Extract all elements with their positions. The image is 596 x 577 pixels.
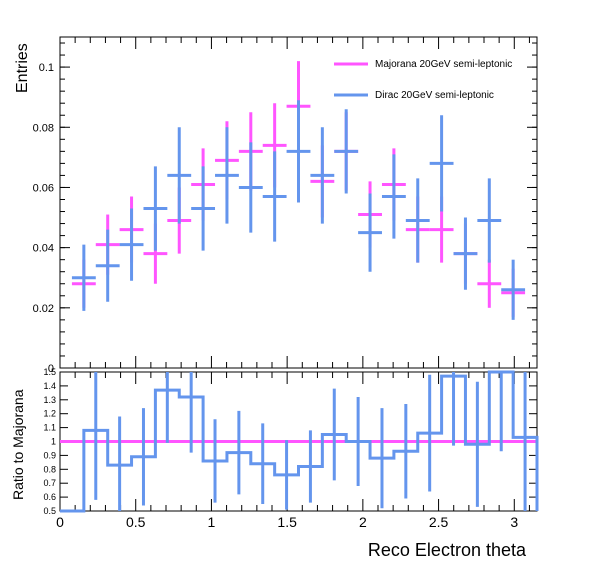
top-y-tick-label: 0.1 bbox=[39, 62, 54, 74]
ratio-x-axis: 0 0.5 1 1.5 2 2.5 3 bbox=[56, 372, 530, 530]
ratio-y-axis-label: Ratio to Majorana bbox=[10, 389, 26, 500]
ratio-y-tick-label: 1.5 bbox=[43, 367, 56, 377]
ratio-panel: 0.50.60.70.80.911.11.21.31.41.5 0 0.5 1 1.5… bbox=[10, 367, 539, 560]
ratio-y-tick-label: 0.7 bbox=[43, 478, 56, 488]
ratio-y-tick-label: 0.8 bbox=[43, 464, 56, 474]
top-panel: 0 0.02 0.04 0.06 0.08 0.1 Entries Majorana 20… bbox=[14, 36, 538, 375]
ratio-y-tick-label: 1.1 bbox=[43, 423, 56, 433]
ratio-y-tick-label: 1.2 bbox=[43, 409, 56, 419]
top-x-ticks bbox=[59, 37, 530, 368]
x-tick-label: 0.5 bbox=[126, 514, 146, 530]
ratio-y-tick-label: 1 bbox=[51, 437, 56, 447]
legend-label: Majorana 20GeV semi-leptonic bbox=[375, 59, 512, 70]
top-y-axis: 0 0.02 0.04 0.06 0.08 0.1 bbox=[33, 42, 537, 375]
top-y-tick-label: 0.02 bbox=[33, 303, 54, 315]
x-tick-label: 2 bbox=[359, 514, 367, 530]
x-tick-label: 1 bbox=[208, 514, 216, 530]
x-tick-label: 1.5 bbox=[277, 514, 297, 530]
ratio-series-layer bbox=[60, 370, 539, 513]
top-series-layer bbox=[71, 61, 526, 320]
ratio-y-tick-label: 1.3 bbox=[43, 395, 56, 405]
ratio-series bbox=[60, 370, 539, 513]
ratio-y-tick-label: 1.4 bbox=[43, 381, 56, 391]
x-tick-label: 3 bbox=[510, 514, 518, 530]
top-plot-frame bbox=[59, 36, 538, 369]
x-axis-label: Reco Electron theta bbox=[368, 540, 527, 560]
top-y-tick-label: 0.04 bbox=[33, 243, 54, 255]
top-y-tick-label: 0 bbox=[48, 363, 54, 375]
ratio-y-tick-label: 0.6 bbox=[43, 492, 56, 502]
dirac-series bbox=[71, 100, 526, 320]
ratio-step-line bbox=[60, 370, 539, 513]
top-y-tick-label: 0.08 bbox=[33, 122, 54, 134]
ratio-y-tick-label: 0.5 bbox=[43, 506, 56, 516]
ratio-y-tick-label: 0.9 bbox=[43, 450, 56, 460]
legend-label: Dirac 20GeV semi-leptonic bbox=[375, 90, 494, 101]
x-tick-label: 2.5 bbox=[429, 514, 449, 530]
top-y-tick-label: 0.06 bbox=[33, 182, 54, 194]
legend: Majorana 20GeV semi-leptonic Dirac 20GeV … bbox=[334, 59, 512, 101]
top-y-axis-label: Entries bbox=[14, 43, 31, 93]
x-tick-label: 0 bbox=[56, 514, 64, 530]
ratio-y-axis: 0.5 0.6 0.7 0.8 0.9 1 1.1 1.2 1.3 1.4 1.5 bbox=[43, 367, 537, 516]
